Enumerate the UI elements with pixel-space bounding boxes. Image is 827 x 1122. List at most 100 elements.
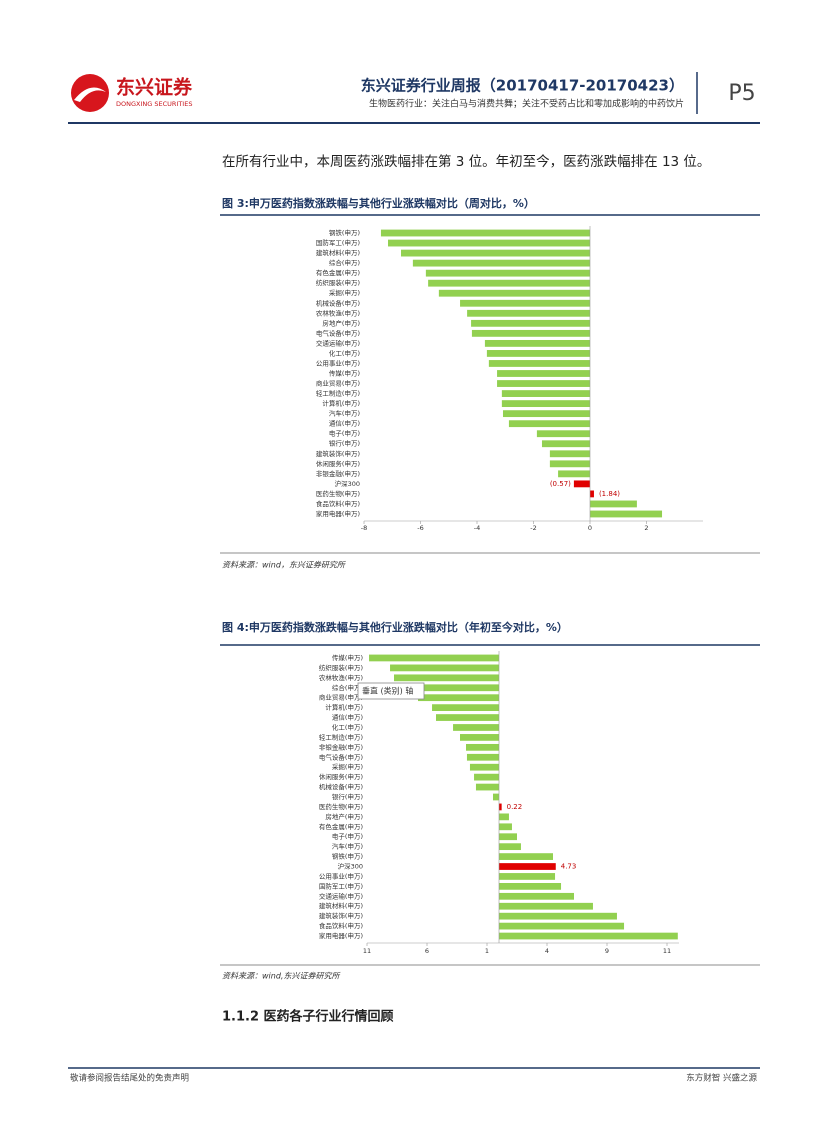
bar: [499, 843, 521, 851]
logo-cn: 东兴证券: [116, 76, 193, 99]
bar: [475, 783, 499, 791]
bar: [499, 853, 553, 860]
bar: [499, 912, 617, 920]
intro-text: 在所有行业中，本周医药涨跌幅排在第 3 位。年初至今，医药涨跌幅排在 13 位。: [222, 153, 710, 170]
category-label: 化工(申万): [332, 722, 363, 731]
category-label: 电子(申万): [329, 429, 360, 438]
category-label: 机械设备(申万): [319, 782, 363, 791]
bar: [590, 500, 637, 508]
category-label: 休闲服务(申万): [316, 459, 360, 468]
bar: [536, 430, 590, 438]
bar: [573, 480, 590, 488]
page-number: P5: [728, 81, 755, 106]
category-label: 建筑装饰(申万): [319, 911, 363, 920]
bar: [469, 763, 499, 771]
bar: [499, 892, 574, 900]
category-label: 家用电器(申万): [316, 509, 360, 518]
category-label: 轻工制造(申万): [319, 732, 363, 741]
value-label: (1.84): [599, 490, 620, 498]
category-label: 汽车(申万): [329, 409, 360, 418]
x-tick-label: -8: [361, 524, 367, 532]
bar: [499, 902, 593, 910]
category-label: 采掘(申万): [332, 762, 363, 771]
bar: [471, 329, 590, 337]
category-label: 公用事业(申万): [316, 358, 360, 367]
bar: [497, 380, 590, 387]
category-label: 建筑材料(申万): [316, 248, 360, 257]
category-label: 钢铁(申万): [332, 852, 363, 861]
x-tick-label: 4: [545, 947, 549, 955]
bar: [499, 883, 562, 890]
bar: [590, 490, 594, 498]
x-tick-label: -2: [530, 524, 536, 532]
category-label: 休闲服务(申万): [319, 772, 363, 781]
category-label: 机械设备(申万): [316, 298, 360, 307]
x-tick-label: 11: [363, 947, 371, 955]
bar: [499, 833, 517, 841]
category-label: 纺织服装(申万): [319, 663, 363, 672]
source-note: 资料来源：wind,东兴证券研究所: [222, 972, 341, 981]
category-label: 综合(申万): [332, 683, 363, 692]
category-label: 医药生物(申万): [316, 489, 360, 498]
category-label: 非银金融(申万): [316, 469, 360, 478]
bar: [428, 279, 590, 287]
category-label: 传媒(申万): [332, 653, 363, 662]
bar: [484, 339, 590, 347]
bar: [499, 922, 625, 930]
category-label: 计算机(申万): [322, 399, 360, 408]
bar: [432, 704, 499, 711]
value-label: 4.73: [561, 863, 577, 871]
bar: [412, 259, 590, 267]
category-label: 商业贸易(申万): [319, 693, 363, 702]
category-label: 电气设备(申万): [319, 752, 363, 761]
bar: [400, 684, 499, 692]
category-label: 建筑装饰(申万): [316, 449, 360, 458]
bar: [390, 664, 499, 672]
category-label: 交通运输(申万): [319, 891, 363, 900]
bar: [436, 714, 499, 721]
bar: [499, 823, 512, 831]
bar: [488, 360, 590, 367]
category-label: 沪深300: [335, 479, 360, 488]
bar: [401, 249, 590, 257]
bar: [501, 390, 590, 397]
bar: [549, 450, 590, 458]
tooltip: 垂直 (类别) 轴: [362, 686, 413, 696]
category-label: 有色金属(申万): [316, 268, 360, 277]
category-label: 轻工制造(申万): [316, 389, 360, 398]
bar: [453, 724, 499, 731]
footer-left: 敬请参阅报告结尾处的免责声明: [70, 1073, 189, 1084]
category-label: 食品饮料(申万): [316, 499, 360, 508]
category-label: 汽车(申万): [332, 842, 363, 851]
category-label: 非银金融(申万): [319, 742, 363, 751]
x-tick-label: 1: [485, 947, 489, 955]
category-label: 通信(申万): [329, 419, 360, 428]
bar: [501, 400, 590, 408]
x-tick-label: 11: [663, 947, 671, 955]
bar: [502, 410, 590, 418]
category-label: 电子(申万): [332, 832, 363, 841]
source-note: 资料来源：wind，东兴证券研究所: [222, 561, 347, 570]
category-label: 公用事业(申万): [319, 871, 363, 880]
bar: [460, 299, 590, 307]
x-tick-label: 6: [425, 947, 429, 955]
bar: [380, 229, 590, 237]
bar: [466, 743, 499, 751]
bar: [499, 932, 678, 940]
bar: [474, 773, 499, 781]
bar: [418, 694, 499, 702]
category-label: 农林牧渔(申万): [319, 673, 363, 682]
bar: [425, 269, 590, 277]
bar: [460, 734, 499, 741]
bar: [541, 440, 590, 448]
bar: [499, 873, 556, 880]
category-label: 家用电器(申万): [319, 931, 363, 940]
bar: [497, 370, 590, 377]
value-label: 0.22: [507, 803, 523, 811]
figure-caption: 图 4:申万医药指数涨跌幅与其他行业涨跌幅对比（年初至今对比，%）: [222, 620, 568, 634]
x-tick-label: 0: [588, 524, 592, 532]
section-heading: 1.1.2 医药各子行业行情回顾: [222, 1009, 394, 1025]
category-label: 交通运输(申万): [316, 338, 360, 347]
category-label: 农林牧渔(申万): [316, 308, 360, 317]
